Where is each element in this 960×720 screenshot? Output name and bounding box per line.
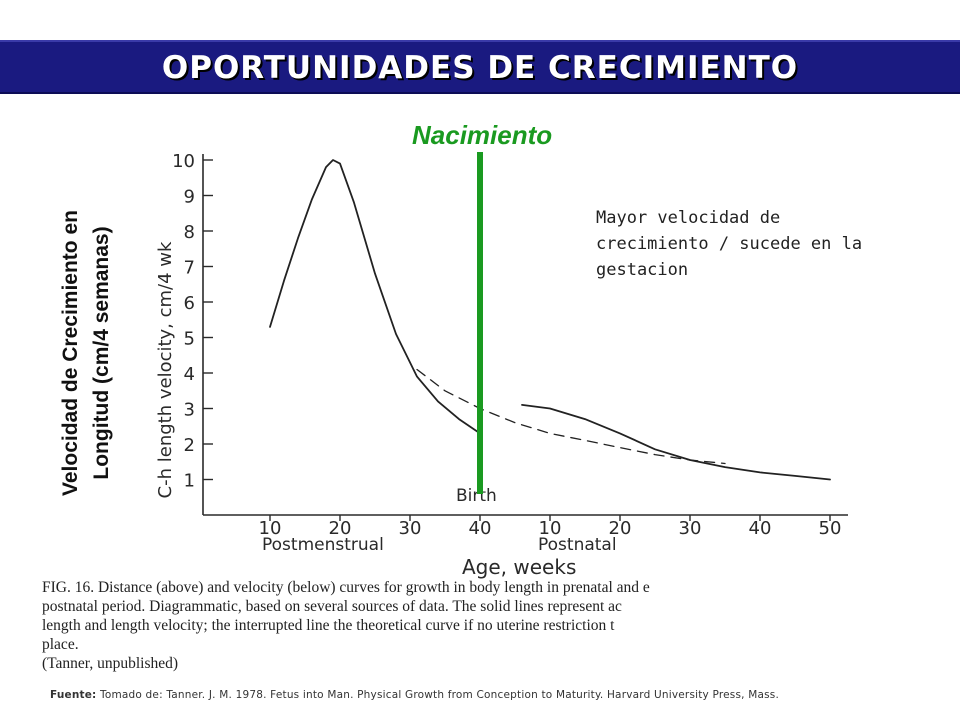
caption-line: place.	[42, 636, 79, 653]
x-axis-label: Age, weeks	[462, 555, 576, 579]
series-line-theoretical	[416, 368, 726, 465]
y-tick-label: 10	[172, 151, 195, 172]
y-tick-label: 6	[184, 293, 195, 314]
y-tick-label: 1	[184, 471, 195, 492]
y-tick-label: 8	[184, 222, 195, 243]
x-tick-label: 30	[399, 518, 422, 539]
series-line-actual	[521, 403, 831, 481]
x-tick-label: 10	[259, 518, 282, 539]
birth-heading: Nacimiento	[412, 120, 553, 150]
x-group-label-postnatal: Postnatal	[538, 535, 617, 555]
birth-axis-label: Birth	[456, 486, 497, 506]
x-tick-label: 10	[539, 518, 562, 539]
caption-line: length and length velocity; the interrup…	[42, 617, 615, 634]
figure-caption: FIG. 16. Distance (above) and velocity (…	[42, 578, 872, 673]
title-bar: OPORTUNIDADES DE CRECIMIENTO	[0, 40, 960, 94]
caption-line: (Tanner, unpublished)	[42, 655, 179, 672]
caption-line: FIG. 16. Distance (above) and velocity (…	[42, 579, 650, 596]
series-line-actual	[269, 159, 481, 435]
x-tick-label: 30	[679, 518, 702, 539]
x-tick-label: 50	[819, 518, 842, 539]
y-tick-label: 2	[184, 435, 195, 456]
y-tick-label: 3	[184, 400, 195, 421]
x-tick-label: 20	[329, 518, 352, 539]
caption-line: postnatal period. Diagrammatic, based on…	[42, 598, 622, 615]
y-axis-label-original: C-h length velocity, cm/4 wk	[155, 241, 176, 498]
y-tick-label: 9	[184, 187, 195, 208]
source-label: Fuente:	[50, 689, 97, 701]
y-tick-label: 5	[184, 329, 195, 350]
x-tick-label: 40	[749, 518, 772, 539]
x-group-label-postmenstrual: Postmenstrual	[262, 535, 384, 555]
y-tick-label: 4	[184, 364, 195, 385]
source-text: Tomado de: Tanner. J. M. 1978. Fetus int…	[100, 689, 779, 701]
x-tick-label: 20	[609, 518, 632, 539]
source-citation: Fuente: Tomado de: Tanner. J. M. 1978. F…	[50, 689, 930, 701]
slide-title: OPORTUNIDADES DE CRECIMIENTO	[161, 50, 799, 86]
x-tick-label: 40	[469, 518, 492, 539]
y-tick-label: 7	[184, 258, 195, 279]
annotation-note: Mayor velocidad de crecimiento / sucede …	[596, 208, 863, 280]
